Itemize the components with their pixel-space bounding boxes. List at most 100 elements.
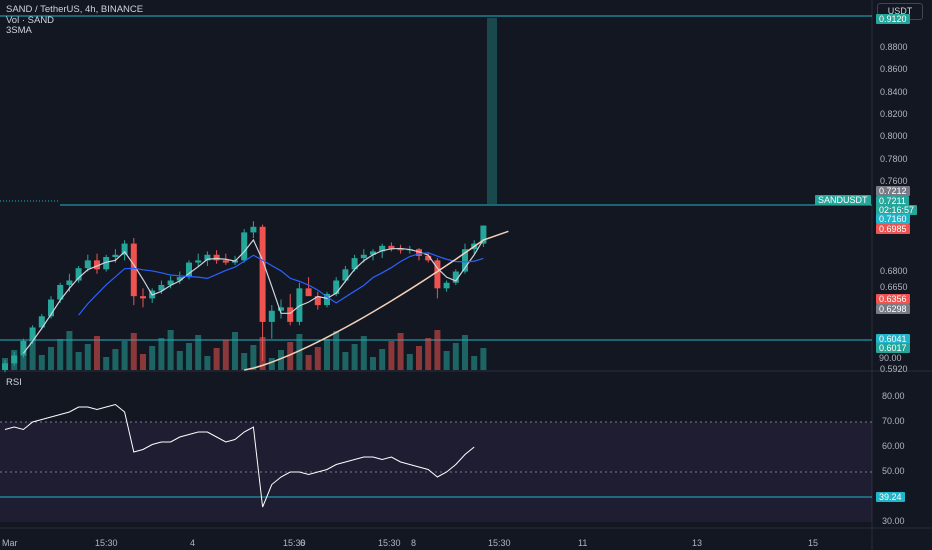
candle-body — [20, 340, 27, 356]
candle-body — [480, 225, 487, 244]
volume-bar — [84, 344, 91, 370]
candle-body — [176, 277, 183, 281]
teal-marker-label: 0.7160 — [876, 214, 910, 224]
candle-body — [48, 299, 54, 317]
price-tick: 0.8400 — [880, 86, 908, 97]
candle-body — [259, 226, 266, 322]
time-tick: 15:30 — [378, 538, 401, 548]
time-tick: 8 — [411, 538, 417, 548]
volume-bar — [406, 354, 413, 370]
rsi-line — [4, 403, 475, 508]
candle-body — [333, 280, 340, 294]
candle-body — [103, 257, 110, 270]
price-tick: 0.8000 — [880, 131, 908, 142]
candle-body — [75, 268, 82, 281]
candle-body — [388, 245, 395, 250]
volume-bar — [425, 338, 432, 370]
time-tick: 15:30 — [283, 538, 306, 548]
candle-body — [213, 254, 220, 261]
candle-body — [158, 284, 165, 291]
candle-body — [11, 355, 18, 364]
candle-body — [278, 307, 284, 311]
volume-bar — [48, 347, 54, 370]
volume-bar — [57, 339, 64, 370]
sma-long-line — [244, 230, 509, 371]
volume-bar — [351, 344, 358, 370]
line-low2-label: 0.6017 — [876, 343, 910, 353]
volume-bar — [296, 334, 303, 370]
candle-body — [342, 269, 349, 281]
candle-body — [287, 307, 294, 322]
candle-body — [452, 271, 459, 283]
high-marker-label: 0.7212 — [876, 186, 910, 196]
time-tick: Mar — [2, 538, 18, 548]
volume-bar — [360, 336, 367, 370]
candle-body — [112, 254, 119, 258]
volume-bar — [287, 342, 294, 370]
volume-bar — [268, 358, 275, 370]
volume-bar — [379, 349, 386, 370]
chart-title[interactable]: SAND / TetherUS, 4h, BINANCE — [6, 4, 144, 15]
bottom-partial-price-label: 90.00 — [879, 353, 902, 363]
candle-body — [195, 260, 202, 263]
top-partial-price-label: 0.9120 — [876, 14, 910, 24]
line-low-label: 0.6041 — [876, 334, 910, 344]
volume-bar — [121, 341, 128, 370]
volume-bar — [232, 332, 238, 370]
rsi-tick: 80.00 — [882, 391, 905, 401]
volume-bar — [204, 356, 211, 370]
price-tick: 0.5920 — [880, 364, 908, 374]
candle-body — [434, 260, 441, 289]
candle-body — [443, 282, 450, 289]
red-low-label: 0.6356 — [876, 294, 910, 304]
candle-body — [94, 260, 100, 270]
price-tick: 0.6800 — [880, 265, 908, 276]
rsi-tick: 60.00 — [882, 441, 905, 451]
volume-legend[interactable]: Vol · SAND — [6, 15, 55, 26]
candle-body — [268, 310, 275, 322]
candle-body — [416, 249, 422, 256]
last-price-label: 0.7211 — [876, 196, 909, 206]
volume-bar — [195, 335, 202, 370]
candle-body — [121, 243, 128, 255]
candle-body — [250, 226, 257, 233]
volume-bar — [222, 340, 229, 370]
candle-body — [462, 249, 468, 272]
time-tick: 11 — [578, 538, 588, 548]
volume-bar — [305, 355, 312, 370]
volume-bar — [38, 355, 45, 370]
sma-legend[interactable]: 3SMA — [6, 25, 32, 36]
sma-mid-line — [78, 252, 484, 316]
time-tick: 4 — [190, 538, 196, 548]
time-tick: 15:30 — [95, 538, 118, 548]
candle-body — [140, 296, 146, 299]
rsi-tick: 30.00 — [882, 516, 905, 526]
candle-body — [305, 288, 312, 297]
time-tick: 6 — [300, 538, 306, 548]
candle-body — [84, 260, 91, 269]
symbol-badge: SANDUSDT — [815, 195, 871, 205]
volume-bar — [75, 352, 82, 370]
volume-bar — [112, 349, 119, 370]
rsi-legend[interactable]: RSI — [6, 377, 22, 388]
volume-bar — [462, 335, 468, 370]
volume-bar — [397, 333, 404, 370]
volume-bar — [167, 330, 174, 370]
volume-bar — [471, 356, 478, 370]
volume-bar — [333, 331, 340, 370]
volume-bar — [213, 348, 220, 370]
volume-bar — [370, 357, 376, 370]
volume-bar — [130, 333, 137, 370]
candle-body — [66, 280, 73, 285]
candle-body — [204, 254, 211, 261]
candle-body — [324, 293, 330, 306]
candle-body — [38, 316, 45, 328]
volume-bar — [443, 351, 450, 370]
price-tick: 0.8200 — [880, 108, 908, 119]
price-tick: 0.8800 — [880, 41, 908, 52]
volume-bar — [452, 343, 459, 370]
candle-body — [222, 260, 229, 263]
candle-body — [296, 288, 303, 322]
rsi-current-label: 39.24 — [876, 492, 905, 502]
